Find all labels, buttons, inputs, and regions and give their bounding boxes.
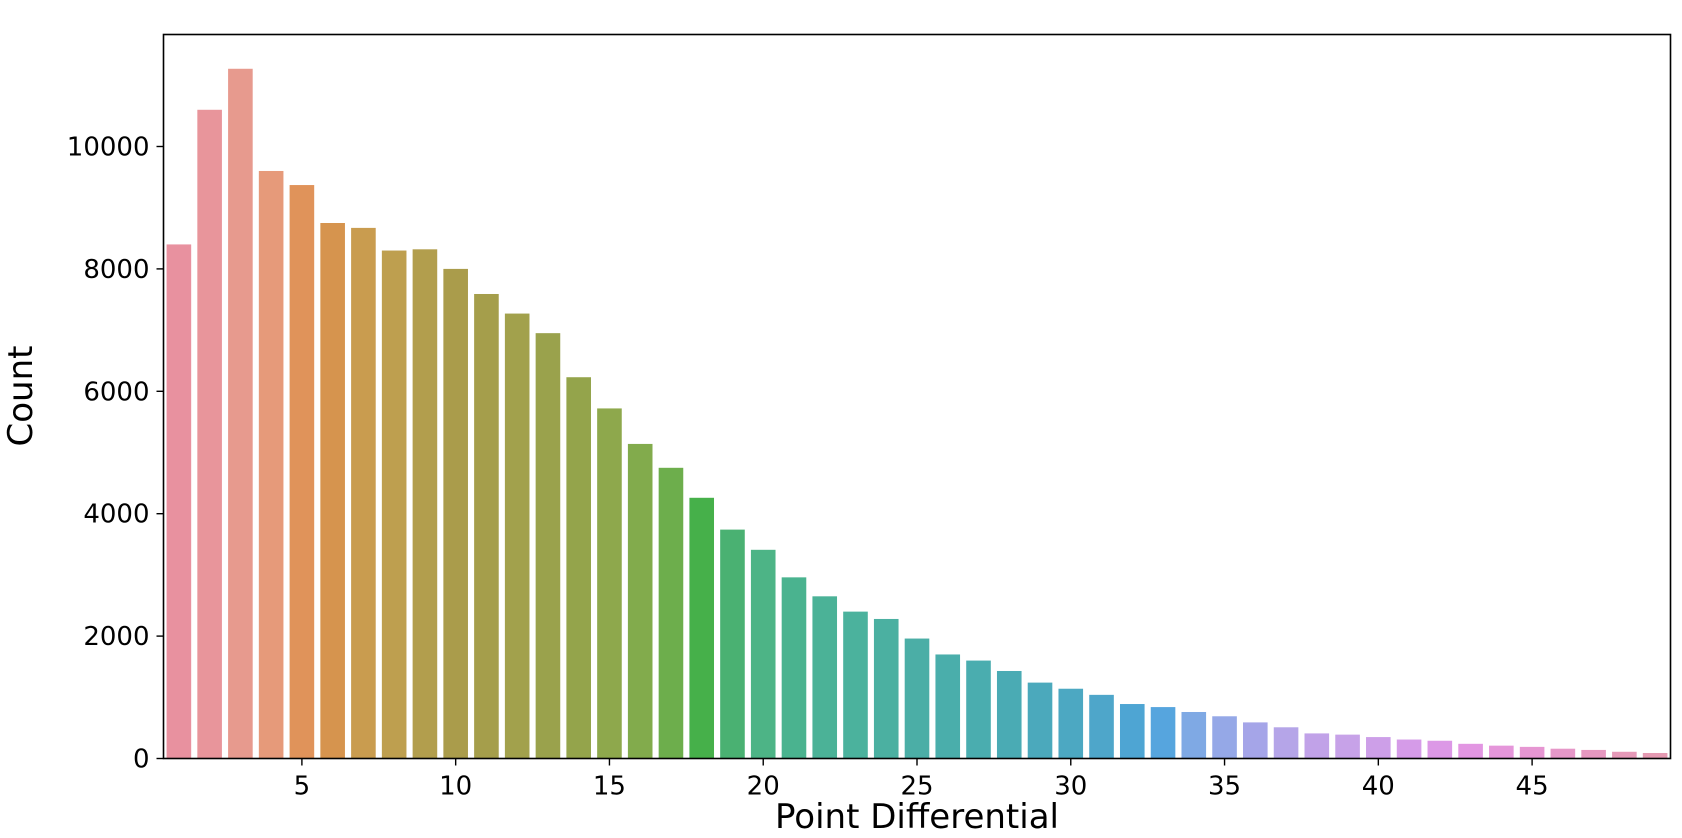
bar-46 <box>1550 748 1576 759</box>
y-axis-ticks: 0 2000 4000 6000 8000 10000 <box>67 132 164 775</box>
bar-27 <box>966 660 991 759</box>
y-tick-label: 6000 <box>83 377 149 407</box>
bar-42 <box>1427 740 1453 759</box>
x-tick-label: 30 <box>1054 772 1087 802</box>
bar-34 <box>1181 711 1207 759</box>
bar-31 <box>1089 694 1114 759</box>
bar-18 <box>689 497 715 759</box>
bar-44 <box>1489 745 1514 759</box>
bar-36 <box>1243 722 1268 759</box>
bar-6 <box>320 223 345 759</box>
x-axis-ticks: 5 10 15 20 25 30 35 40 45 <box>294 758 1549 802</box>
bar-14 <box>566 377 591 759</box>
bar-37 <box>1273 727 1299 759</box>
bar-26 <box>935 654 961 759</box>
x-tick-label: 20 <box>747 772 780 802</box>
y-tick-label: 8000 <box>83 255 149 285</box>
bar-7 <box>351 227 376 759</box>
bar-5 <box>289 185 315 759</box>
bar-30 <box>1058 688 1084 759</box>
bar-43 <box>1458 743 1483 759</box>
bar-49 <box>1642 752 1668 759</box>
bar-12 <box>504 313 530 759</box>
bar-17 <box>658 467 684 759</box>
bar-38 <box>1304 733 1330 759</box>
bar-23 <box>843 611 868 759</box>
bar-29 <box>1027 682 1053 759</box>
y-tick-label: 10000 <box>67 132 150 162</box>
bar-48 <box>1612 751 1637 759</box>
y-tick-label: 4000 <box>83 500 149 530</box>
bar-19 <box>720 529 745 759</box>
bar-11 <box>474 293 499 759</box>
y-tick-label: 0 <box>133 745 150 775</box>
x-tick-label: 25 <box>900 772 933 802</box>
bar-45 <box>1519 746 1545 759</box>
x-tick-label: 10 <box>439 772 472 802</box>
bar-24 <box>873 618 899 759</box>
bar-39 <box>1335 734 1360 759</box>
bar-13 <box>535 333 561 759</box>
bar-3 <box>228 68 253 759</box>
bar-21 <box>781 577 807 759</box>
bar-16 <box>627 443 653 759</box>
x-tick-label: 35 <box>1208 772 1241 802</box>
bar-10 <box>443 268 468 759</box>
x-axis-label: Point Differential <box>775 797 1059 837</box>
bar-9 <box>412 249 438 759</box>
bar-15 <box>597 408 622 759</box>
bar-1 <box>166 244 192 759</box>
bar-20 <box>750 549 776 759</box>
bar-2 <box>197 109 222 759</box>
bar-8 <box>381 250 407 759</box>
bar-41 <box>1396 739 1422 759</box>
bar-22 <box>812 596 838 759</box>
x-tick-label: 40 <box>1362 772 1395 802</box>
bar-32 <box>1119 704 1145 759</box>
bar-47 <box>1581 749 1606 759</box>
bar-28 <box>996 670 1022 759</box>
bars-group <box>166 68 1668 759</box>
x-tick-label: 5 <box>294 772 311 802</box>
y-tick-label: 2000 <box>83 622 149 652</box>
bar-33 <box>1150 707 1176 759</box>
y-axis-label: Count <box>1 346 41 447</box>
bar-35 <box>1212 716 1237 759</box>
bar-25 <box>904 638 930 759</box>
bar-40 <box>1366 737 1391 759</box>
x-tick-label: 45 <box>1516 772 1549 802</box>
x-tick-label: 15 <box>593 772 626 802</box>
bar-4 <box>258 170 284 759</box>
